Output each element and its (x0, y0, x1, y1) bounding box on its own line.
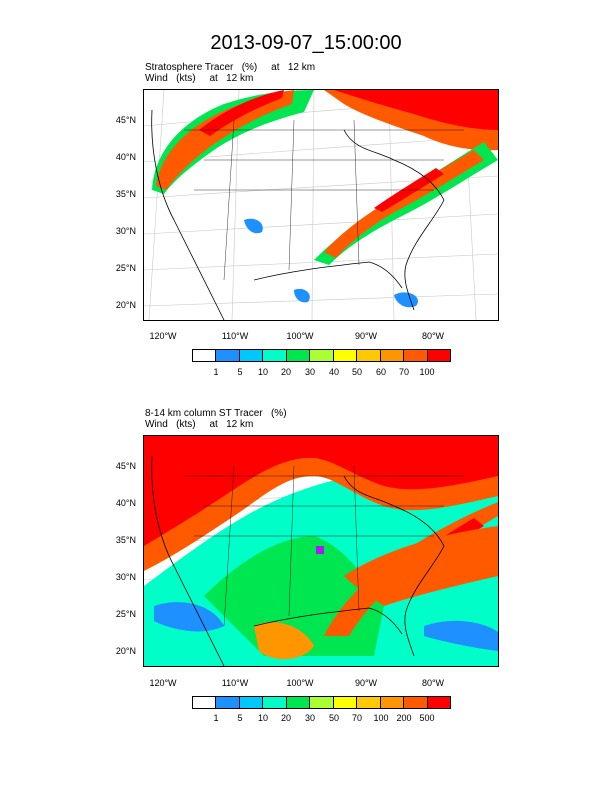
tracer-diag-core (324, 150, 484, 258)
tracer-ne-max (334, 90, 498, 130)
panel1-title-line1: Stratosphere Tracer (%) at 12 km (145, 62, 316, 73)
lon-label: 90°W (354, 678, 378, 688)
tracer-east-area (344, 526, 498, 606)
lon-label: 120°W (149, 331, 177, 341)
page-title: 2013-09-07_15:00:00 (210, 32, 402, 54)
coastlines (151, 455, 445, 666)
colorbar-label: 20 (280, 367, 291, 377)
tracer-band-outer (152, 90, 314, 194)
colorbar-label: 5 (237, 367, 243, 377)
colorbar-label: 1 (213, 713, 219, 723)
colorbar-label: 5 (237, 713, 243, 723)
lon-label: 110°W (221, 331, 249, 341)
colorbar-label: 70 (398, 367, 409, 377)
panel1-colorbar (192, 349, 451, 362)
lat-label: 30°N (115, 226, 136, 236)
colorbar-label: 10 (257, 367, 268, 377)
graticule (144, 90, 498, 320)
colorbar-label: 60 (375, 367, 386, 377)
colorbar-label: 500 (419, 713, 435, 723)
colorbar-label: 50 (328, 713, 339, 723)
colorbar-label: 30 (304, 367, 315, 377)
lat-label: 40°N (115, 498, 136, 508)
panel1-title-line2: Wind (kts) at 12 km (145, 73, 254, 84)
tracer-band-max (199, 90, 284, 136)
lat-label: 25°N (115, 263, 136, 273)
lon-label: 120°W (149, 678, 177, 688)
source-marker (316, 546, 324, 554)
colorbar-label: 70 (351, 713, 362, 723)
panel2-title-line1: 8-14 km column ST Tracer (%) (145, 408, 287, 419)
colorbar-label: 200 (396, 713, 412, 723)
lat-label: 40°N (115, 152, 136, 162)
panel1-map (143, 89, 499, 321)
colorbar-label: 20 (280, 713, 291, 723)
lon-label: 80°W (421, 678, 445, 688)
coastlines (151, 109, 445, 320)
tracer-patch (244, 218, 263, 234)
colorbar-label: 30 (304, 713, 315, 723)
colorbar-label: 100 (373, 713, 389, 723)
lat-label: 30°N (115, 572, 136, 582)
panel2-map-svg (144, 436, 498, 666)
lat-label: 20°N (115, 646, 136, 656)
lat-label: 35°N (115, 189, 136, 199)
colorbar-label: 100 (419, 367, 435, 377)
lat-label: 35°N (115, 535, 136, 545)
colorbar-label: 1 (213, 367, 219, 377)
colorbar-label: 40 (328, 367, 339, 377)
tracer-patch (154, 602, 224, 632)
lon-label: 90°W (354, 331, 378, 341)
tracer-patch (294, 288, 310, 303)
panel2-title-line2: Wind (kts) at 12 km (145, 419, 254, 430)
panel1-map-svg (144, 90, 498, 320)
state-borders (184, 119, 464, 281)
state-borders (184, 465, 464, 627)
tracer-patch (424, 620, 498, 651)
tracer-north-max (144, 436, 498, 546)
lat-label: 45°N (115, 115, 136, 125)
lon-label: 80°W (421, 331, 445, 341)
tracer-south-patch (254, 622, 314, 660)
tracer-band-core (156, 90, 294, 190)
lon-label: 100°W (286, 678, 314, 688)
panel2-map (143, 435, 499, 667)
tracer-patch (394, 292, 418, 308)
colorbar-label: 10 (257, 713, 268, 723)
lat-label: 45°N (115, 461, 136, 471)
lon-label: 100°W (286, 331, 314, 341)
panel2-colorbar (192, 696, 451, 709)
lat-label: 25°N (115, 609, 136, 619)
lon-label: 110°W (221, 678, 249, 688)
lat-label: 20°N (115, 300, 136, 310)
colorbar-label: 50 (351, 367, 362, 377)
